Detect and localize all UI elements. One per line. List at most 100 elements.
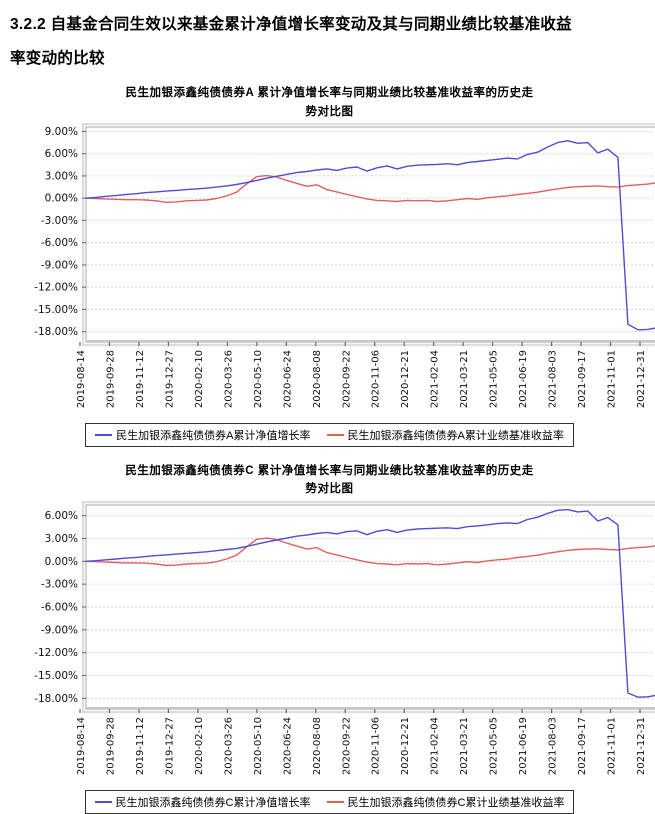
svg-text:-3.00%: -3.00% xyxy=(41,578,78,590)
svg-text:3.00%: 3.00% xyxy=(45,533,78,545)
svg-text:-18.00%: -18.00% xyxy=(34,326,78,338)
svg-text:2020-12-21: 2020-12-21 xyxy=(400,717,411,775)
svg-text:9.00%: 9.00% xyxy=(45,126,78,138)
svg-text:2021-11-01: 2021-11-01 xyxy=(607,717,618,775)
plot-outer-frame xyxy=(81,122,655,347)
fund-line xyxy=(85,139,655,331)
svg-text:2021-03-21: 2021-03-21 xyxy=(459,350,470,408)
svg-text:6.00%: 6.00% xyxy=(45,510,78,522)
benchmark-line xyxy=(85,537,655,566)
x-axis-labels: 2019-08-14 2019-09-28 2019-11-12 2019-12-27… xyxy=(76,341,647,408)
svg-text:2020-02-10: 2020-02-10 xyxy=(194,717,205,775)
svg-text:2021-03-21: 2021-03-21 xyxy=(459,717,470,775)
svg-text:2020-11-06: 2020-11-06 xyxy=(371,350,382,408)
svg-text:2021-06-19: 2021-06-19 xyxy=(518,350,529,408)
chart-a-title-line2: 势对比图 xyxy=(305,105,354,118)
section-heading-line1: 3.2.2 自基金合同生效以来基金累计净值增长率变动及其与同期业绩比较基准收益 xyxy=(10,16,572,33)
svg-text:2021-09-17: 2021-09-17 xyxy=(577,717,588,775)
svg-text:-6.00%: -6.00% xyxy=(41,237,78,249)
svg-text:-3.00%: -3.00% xyxy=(41,215,78,227)
svg-text:2020-11-06: 2020-11-06 xyxy=(371,717,382,775)
chart-c-legend-fund-item: 民生加银添鑫纯债债券C累计净值增长率 xyxy=(94,794,311,810)
svg-text:2020-02-10: 2020-02-10 xyxy=(194,350,205,408)
svg-text:2021-12-31: 2021-12-31 xyxy=(636,717,647,775)
svg-text:2021-11-01: 2021-11-01 xyxy=(607,350,618,408)
chart-a-block: 民生加银添鑫纯债债券A 累计净值增长率与同期业绩比较基准收益率的历史走 势对比图… xyxy=(8,84,655,447)
svg-text:-6.00%: -6.00% xyxy=(41,601,78,613)
benchmark-line-swatch-icon xyxy=(326,800,344,803)
svg-text:2019-09-28: 2019-09-28 xyxy=(105,350,116,408)
svg-text:0.00%: 0.00% xyxy=(45,556,78,568)
section-heading: 3.2.2 自基金合同生效以来基金累计净值增长率变动及其与同期业绩比较基准收益 … xyxy=(10,8,649,76)
svg-text:-18.00%: -18.00% xyxy=(34,693,78,705)
svg-text:2020-03-26: 2020-03-26 xyxy=(223,350,234,408)
svg-text:2020-05-10: 2020-05-10 xyxy=(253,350,264,408)
svg-text:2020-12-21: 2020-12-21 xyxy=(400,350,411,408)
chart-c-legend-benchmark-label: 民生加银添鑫纯债债券C累计业绩基准收益率 xyxy=(347,796,565,809)
svg-text:2021-06-19: 2021-06-19 xyxy=(518,717,529,775)
gridlines xyxy=(87,130,655,333)
chart-a-legend-fund-label: 民生加银添鑫纯债债券A累计净值增长率 xyxy=(116,429,311,442)
svg-text:-9.00%: -9.00% xyxy=(41,624,78,636)
chart-c-legend: 民生加银添鑫纯债债券C累计净值增长率 民生加银添鑫纯债债券C累计业绩基准收益率 xyxy=(84,789,575,814)
chart-a-title-line1: 民生加银添鑫纯债债券A 累计净值增长率与同期业绩比较基准收益率的历史走 xyxy=(125,87,534,100)
gridlines xyxy=(87,514,655,699)
svg-text:-12.00%: -12.00% xyxy=(34,282,78,294)
svg-text:2021-05-05: 2021-05-05 xyxy=(489,717,500,775)
svg-text:2021-12-31: 2021-12-31 xyxy=(636,350,647,408)
chart-a-canvas: 9.00% 6.00% 3.00% 0.00% -3.00% -6.00% -9.00% -1… xyxy=(34,122,655,408)
x-axis-line xyxy=(86,339,655,342)
svg-text:2021-08-03: 2021-08-03 xyxy=(548,350,559,408)
svg-text:-12.00%: -12.00% xyxy=(34,647,78,659)
x-axis-line xyxy=(86,706,655,709)
svg-text:2020-06-24: 2020-06-24 xyxy=(282,350,293,408)
chart-c-title-line1: 民生加银添鑫纯债债券C 累计净值增长率与同期业绩比较基准收益率的历史走 xyxy=(125,464,534,477)
svg-text:-9.00%: -9.00% xyxy=(41,259,78,271)
chart-c-canvas: 6.00% 3.00% 0.00% -3.00% -6.00% -9.00% -12.00%… xyxy=(34,500,655,775)
svg-text:2019-08-14: 2019-08-14 xyxy=(76,717,87,775)
svg-text:2019-12-27: 2019-12-27 xyxy=(164,350,175,408)
svg-text:2020-08-08: 2020-08-08 xyxy=(312,350,323,408)
svg-text:2021-02-04: 2021-02-04 xyxy=(430,717,441,775)
chart-a-legend-fund-item: 民生加银添鑫纯债债券A累计净值增长率 xyxy=(95,427,311,443)
svg-text:3.00%: 3.00% xyxy=(45,170,78,182)
svg-text:-15.00%: -15.00% xyxy=(34,304,78,316)
svg-text:2019-11-12: 2019-11-12 xyxy=(135,717,146,775)
svg-text:2020-05-10: 2020-05-10 xyxy=(253,717,264,775)
svg-text:2020-09-22: 2020-09-22 xyxy=(341,350,352,408)
chart-c-block: 民生加银添鑫纯债债券C 累计净值增长率与同期业绩比较基准收益率的历史走 势对比图… xyxy=(8,462,655,814)
svg-text:2019-08-14: 2019-08-14 xyxy=(76,350,87,408)
chart-c-title: 民生加银添鑫纯债债券C 累计净值增长率与同期业绩比较基准收益率的历史走 势对比图 xyxy=(38,462,621,499)
svg-text:2021-05-05: 2021-05-05 xyxy=(489,350,500,408)
svg-text:2020-08-08: 2020-08-08 xyxy=(312,717,323,775)
svg-text:2019-11-12: 2019-11-12 xyxy=(135,350,146,408)
svg-text:6.00%: 6.00% xyxy=(45,148,78,160)
svg-text:0.00%: 0.00% xyxy=(45,193,78,205)
svg-text:2021-09-17: 2021-09-17 xyxy=(577,350,588,408)
fund-line-swatch-icon xyxy=(94,800,112,803)
svg-text:-15.00%: -15.00% xyxy=(34,670,78,682)
section-heading-line2: 率变动的比较 xyxy=(10,50,105,68)
svg-text:2021-08-03: 2021-08-03 xyxy=(548,717,559,775)
chart-c-legend-benchmark-item: 民生加银添鑫纯债债券C累计业绩基准收益率 xyxy=(326,794,565,810)
chart-c-legend-fund-label: 民生加银添鑫纯债债券C累计净值增长率 xyxy=(115,796,311,809)
x-axis-labels: 2019-08-14 2019-09-28 2019-11-12 2019-12-27… xyxy=(76,708,647,775)
y-axis-labels: 6.00% 3.00% 0.00% -3.00% -6.00% -9.00% -12.00%… xyxy=(34,510,86,705)
chart-a-legend: 民生加银添鑫纯债债券A累计净值增长率 民生加银添鑫纯债债券A累计业绩基准收益率 xyxy=(85,422,574,447)
plot-area xyxy=(85,126,655,343)
fund-line xyxy=(85,508,655,698)
svg-text:2020-06-24: 2020-06-24 xyxy=(282,717,293,775)
chart-a-legend-benchmark-item: 民生加银添鑫纯债债券A累计业绩基准收益率 xyxy=(326,427,564,443)
svg-text:2019-09-28: 2019-09-28 xyxy=(105,717,116,775)
benchmark-line xyxy=(85,174,655,203)
chart-a-title: 民生加银添鑫纯债债券A 累计净值增长率与同期业绩比较基准收益率的历史走 势对比图 xyxy=(38,84,621,121)
svg-text:2021-02-04: 2021-02-04 xyxy=(430,350,441,408)
svg-text:2020-09-22: 2020-09-22 xyxy=(341,717,352,775)
svg-text:2019-12-27: 2019-12-27 xyxy=(164,717,175,775)
svg-text:2020-03-26: 2020-03-26 xyxy=(223,717,234,775)
fund-line-swatch-icon xyxy=(95,433,113,436)
y-axis-labels: 9.00% 6.00% 3.00% 0.00% -3.00% -6.00% -9.00% -1… xyxy=(34,126,86,338)
benchmark-line-swatch-icon xyxy=(326,433,344,436)
chart-a-legend-benchmark-label: 民生加银添鑫纯债债券A累计业绩基准收益率 xyxy=(347,429,564,442)
